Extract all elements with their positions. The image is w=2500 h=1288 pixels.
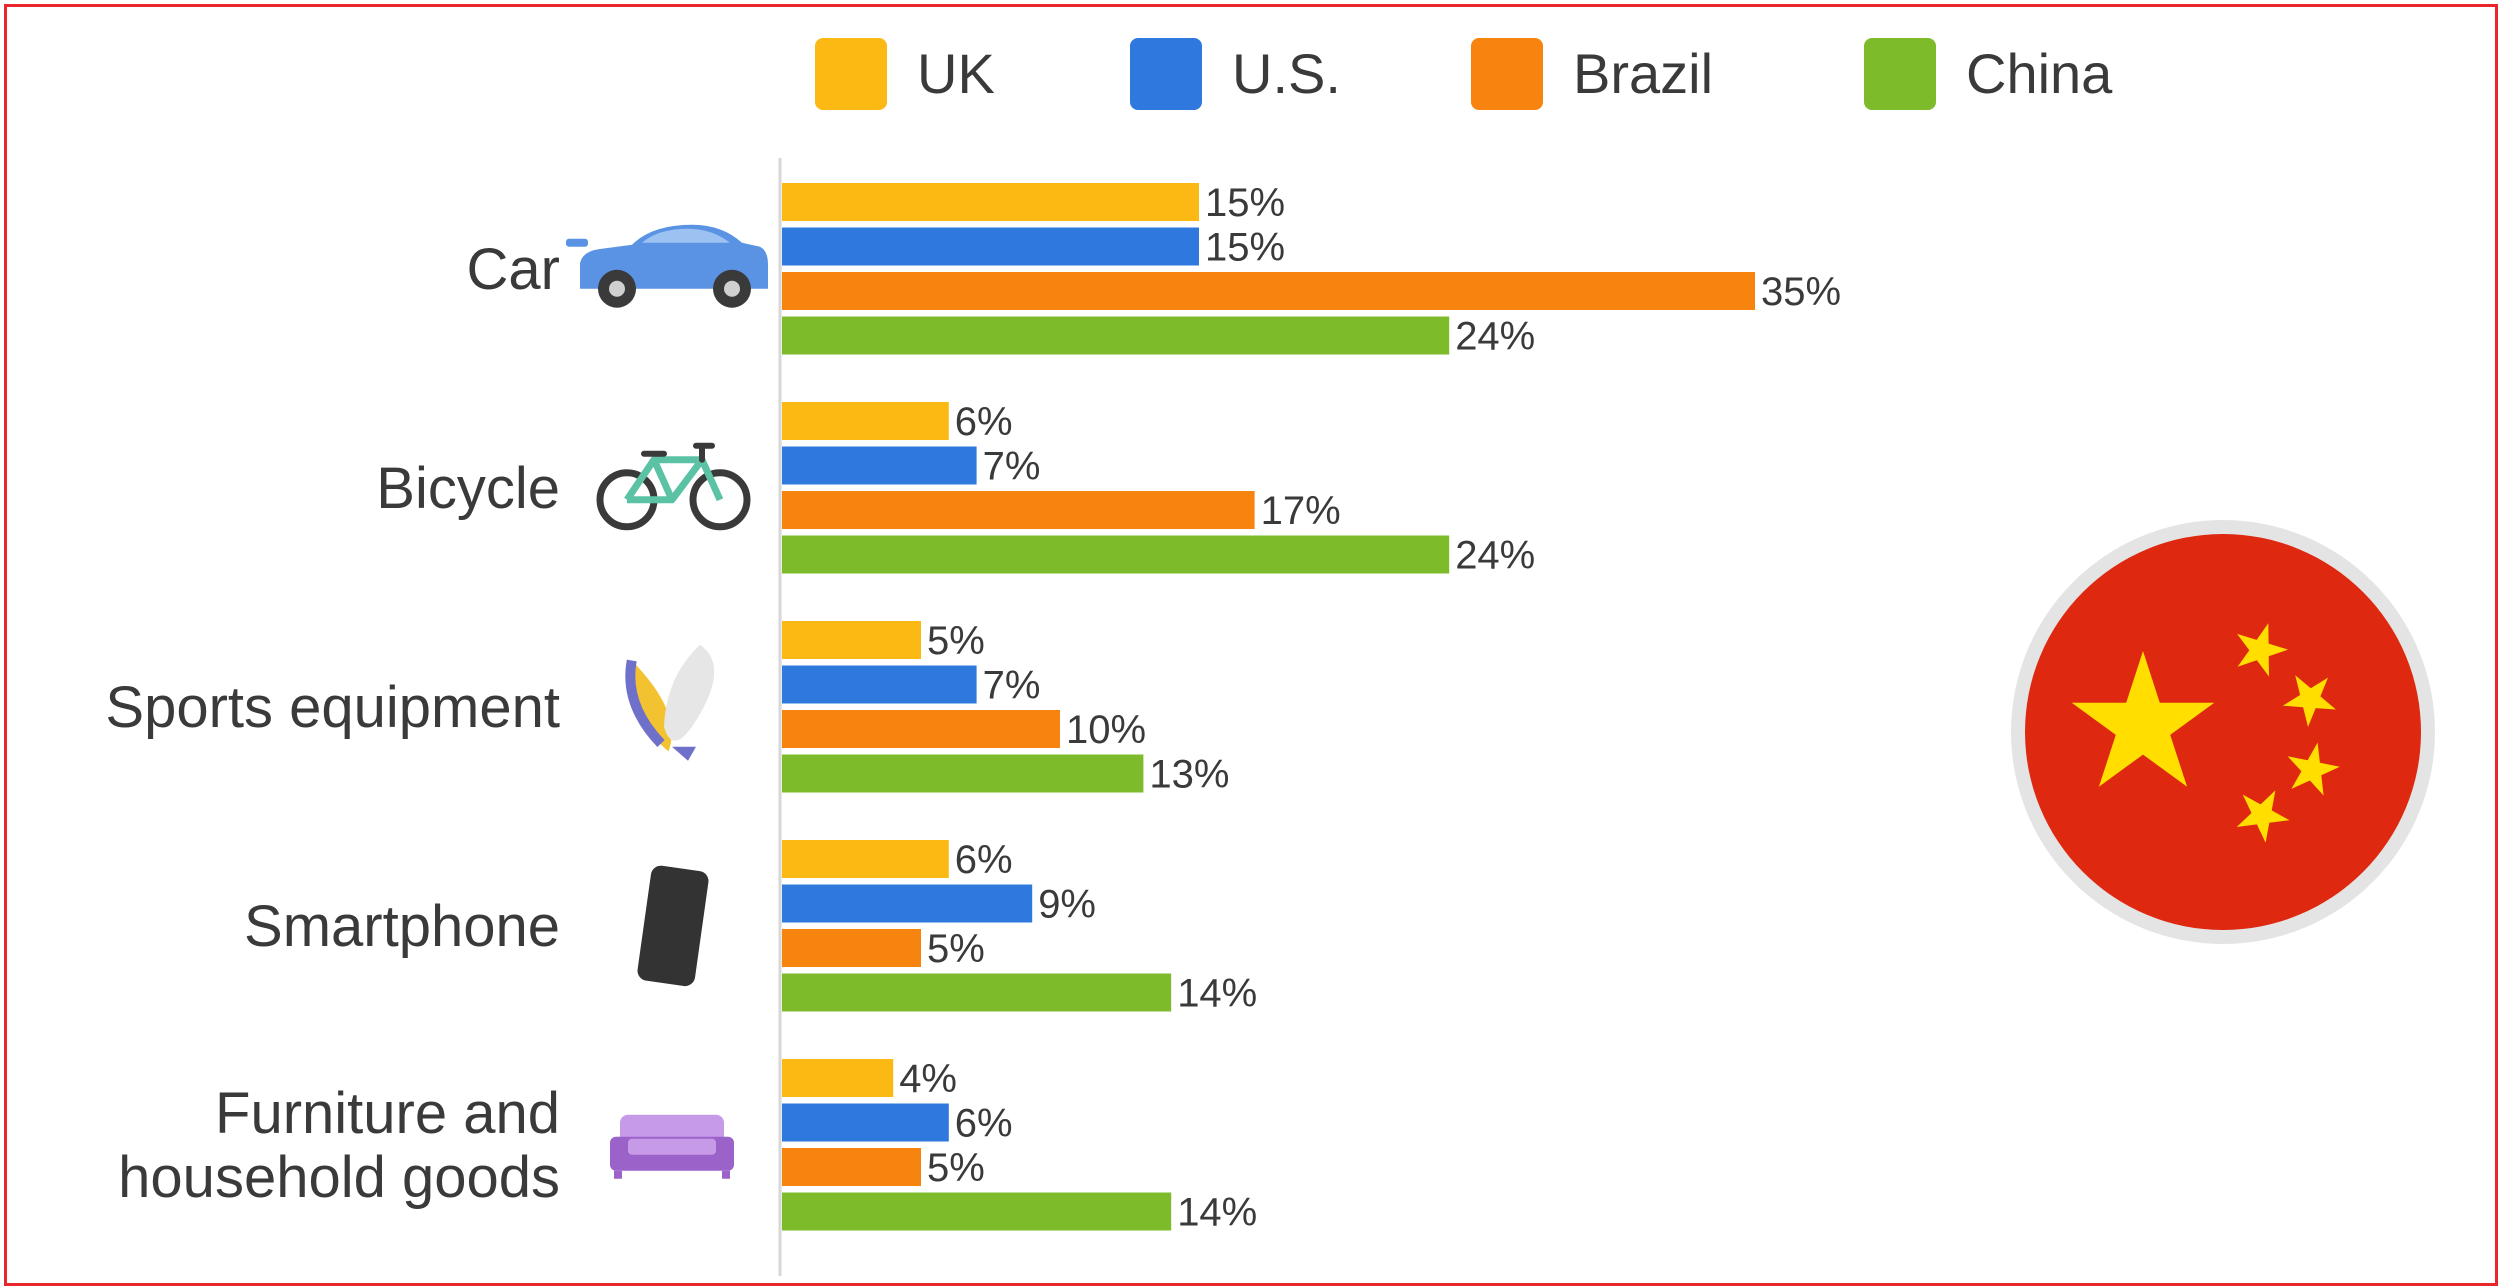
bicycle-icon xyxy=(596,442,751,531)
bar-bicycle-u-s xyxy=(782,446,977,485)
value-label-furniture-and-household-goods-china: 14% xyxy=(1177,1191,1257,1235)
bar-furniture-and-household-goods-uk xyxy=(782,1059,894,1097)
value-label-furniture-and-household-goods-brazil: 5% xyxy=(927,1146,985,1190)
value-label-car-brazil: 35% xyxy=(1761,270,1841,314)
bar-furniture-and-household-goods-u-s xyxy=(782,1103,949,1142)
value-label-smartphone-brazil: 5% xyxy=(927,927,985,971)
value-label-sports-equipment-china: 13% xyxy=(1149,753,1229,797)
bar-sports-equipment-brazil xyxy=(782,710,1060,748)
legend-label-china: China xyxy=(1966,42,2113,105)
legend-swatch-u-s xyxy=(1130,38,1202,110)
value-label-sports-equipment-brazil: 10% xyxy=(1066,708,1146,752)
smartphone-icon xyxy=(637,865,709,987)
value-label-bicycle-u-s: 7% xyxy=(983,445,1041,489)
bar-smartphone-china xyxy=(782,973,1172,1012)
surfboard-icon xyxy=(625,644,715,761)
category-label-car: Car xyxy=(467,237,560,302)
legend-swatch-brazil xyxy=(1471,38,1543,110)
bar-smartphone-uk xyxy=(782,840,949,878)
bar-bicycle-brazil xyxy=(782,491,1255,529)
category-icons xyxy=(566,224,768,1179)
legend: UK U.S. Brazil China xyxy=(815,38,2113,110)
value-label-bicycle-brazil: 17% xyxy=(1261,489,1341,533)
category-label-bicycle: Bicycle xyxy=(376,456,560,521)
legend-swatch-china xyxy=(1864,38,1936,110)
category-label-sports-equipment: Sports equipment xyxy=(105,675,560,740)
value-label-smartphone-china: 14% xyxy=(1177,972,1257,1016)
value-label-car-uk: 15% xyxy=(1205,181,1285,225)
legend-label-u-s: U.S. xyxy=(1232,42,1341,105)
bar-smartphone-u-s xyxy=(782,884,1033,923)
value-label-bicycle-china: 24% xyxy=(1455,534,1535,578)
category-labels: Car Bicycle Sports equipment Smartphone Furn… xyxy=(105,237,560,1210)
sofa-icon xyxy=(610,1114,734,1179)
bar-sports-equipment-uk xyxy=(782,621,921,659)
bar-furniture-and-household-goods-china xyxy=(782,1192,1172,1231)
legend-label-brazil: Brazil xyxy=(1573,42,1713,105)
category-label-smartphone: Smartphone xyxy=(244,894,560,959)
value-label-furniture-and-household-goods-uk: 4% xyxy=(899,1057,957,1101)
category-label-furniture-and-household-goods: Furniture and household goods xyxy=(118,1081,560,1210)
value-label-car-u-s: 15% xyxy=(1205,226,1285,270)
bar-sports-equipment-u-s xyxy=(782,665,977,704)
bar-smartphone-brazil xyxy=(782,929,921,967)
value-label-furniture-and-household-goods-u-s: 6% xyxy=(955,1102,1013,1146)
bar-car-china xyxy=(782,316,1450,355)
value-label-sports-equipment-u-s: 7% xyxy=(983,664,1041,708)
value-label-sports-equipment-uk: 5% xyxy=(927,619,985,663)
legend-label-uk: UK xyxy=(917,42,995,105)
value-label-smartphone-u-s: 9% xyxy=(1038,883,1096,927)
bar-car-uk xyxy=(782,183,1199,221)
car-icon xyxy=(566,224,768,308)
bar-car-u-s xyxy=(782,227,1199,266)
bar-furniture-and-household-goods-brazil xyxy=(782,1148,921,1186)
bar-bicycle-uk xyxy=(782,402,949,440)
value-label-bicycle-uk: 6% xyxy=(955,400,1013,444)
bar-bicycle-china xyxy=(782,535,1450,574)
bar-car-brazil xyxy=(782,272,1755,310)
value-label-smartphone-uk: 6% xyxy=(955,838,1013,882)
china-flag-icon xyxy=(2011,520,2435,944)
legend-swatch-uk xyxy=(815,38,887,110)
value-label-car-china: 24% xyxy=(1455,315,1535,359)
bars: 15%15%35%24%6%7%17%24%5%7%10%13%6%9%5%14… xyxy=(782,181,1841,1235)
bar-sports-equipment-china xyxy=(782,754,1144,793)
